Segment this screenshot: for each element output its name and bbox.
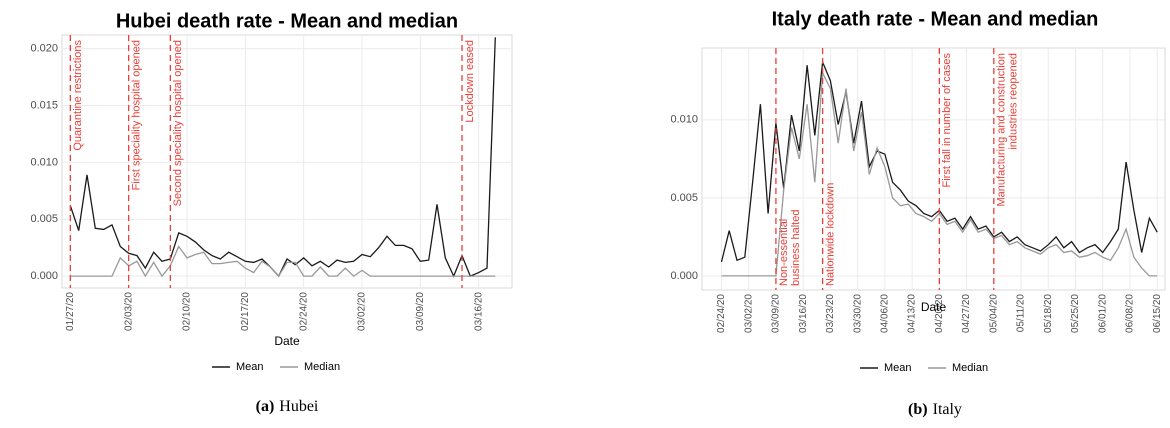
event-label: Non-essential <box>778 219 790 286</box>
event-label: First fall in number of cases <box>941 53 953 188</box>
event-label: First speciality hospital opened <box>131 40 143 190</box>
x-tick-label: 03/09/20 <box>415 292 426 331</box>
x-tick-label: 04/13/20 <box>907 294 918 333</box>
caption-label: (b) <box>908 401 928 418</box>
legend-label: Median <box>304 361 340 373</box>
x-tick-label: 04/20/20 <box>934 294 945 333</box>
x-tick-label: 03/09/20 <box>771 294 782 333</box>
caption: (b) Italy <box>908 401 962 418</box>
y-tick-label: 0.000 <box>670 270 698 282</box>
x-tick-label: 06/15/20 <box>1152 294 1163 333</box>
event-label: Manufacturing and construction <box>996 53 1008 206</box>
x-tick-label: 03/30/20 <box>852 294 863 333</box>
x-tick-label: 04/06/20 <box>880 294 891 333</box>
x-tick-label: 05/18/20 <box>1043 294 1054 333</box>
x-tick-label: 02/03/20 <box>123 292 134 331</box>
y-tick-label: 0.010 <box>30 156 58 168</box>
x-tick-label: 05/04/20 <box>988 294 999 333</box>
x-tick-label: 06/01/20 <box>1097 294 1108 333</box>
x-tick-label: 05/11/20 <box>1016 294 1027 333</box>
x-tick-label: 06/08/20 <box>1125 294 1136 333</box>
caption: (a) Hubei <box>256 398 319 415</box>
y-tick-label: 0.020 <box>30 43 58 55</box>
caption-text: Italy <box>933 401 962 418</box>
caption-label: (a) <box>256 398 275 415</box>
x-tick-label: 03/16/20 <box>798 294 809 333</box>
x-tick-label: 01/27/20 <box>65 292 76 331</box>
event-label: business halted <box>790 210 802 286</box>
y-tick-label: 0.000 <box>30 270 58 282</box>
chart-panel: Italy death rate - Mean and median 0.000 0… <box>670 8 1166 418</box>
event-label: Quarantine restrictions <box>72 40 84 151</box>
x-tick-label: 02/10/20 <box>182 292 193 331</box>
y-tick-label: 0.010 <box>670 114 698 126</box>
y-tick-label: 0.005 <box>30 213 58 225</box>
x-tick-label: 02/17/20 <box>240 292 251 331</box>
legend-label: Median <box>952 362 988 374</box>
data-line <box>69 37 496 278</box>
x-axis-title: Date <box>921 300 947 314</box>
data-line <box>70 245 496 278</box>
x-tick-label: 03/02/20 <box>357 292 368 331</box>
event-label: Lockdown eased <box>464 40 476 123</box>
x-tick-label: 02/24/20 <box>298 292 309 331</box>
y-tick-label: 0.005 <box>670 192 698 204</box>
x-tick-label: 03/02/20 <box>743 294 754 333</box>
event-label: industries reopened <box>1008 53 1020 150</box>
legend-label: Mean <box>236 361 264 373</box>
x-tick-label: 03/23/20 <box>825 294 836 333</box>
plot-area <box>701 47 1166 291</box>
chart-panel: Hubei death rate - Mean and median 0.000 0… <box>30 10 513 415</box>
x-tick-label: 03/16/20 <box>473 292 484 331</box>
caption-text: Hubei <box>279 398 319 415</box>
chart-title: Hubei death rate - Mean and median <box>116 10 458 32</box>
x-tick-label: 04/27/20 <box>961 294 972 333</box>
x-axis-title: Date <box>274 334 300 348</box>
legend-label: Mean <box>884 362 912 374</box>
chart-title: Italy death rate - Mean and median <box>772 8 1099 30</box>
x-tick-label: 02/24/20 <box>716 294 727 333</box>
event-label: Nationwide lockdown <box>825 183 837 286</box>
event-label: Second speciality hospital opened <box>172 40 184 206</box>
plot-area <box>61 34 513 289</box>
y-tick-label: 0.015 <box>30 99 58 111</box>
x-tick-label: 05/25/20 <box>1070 294 1081 333</box>
